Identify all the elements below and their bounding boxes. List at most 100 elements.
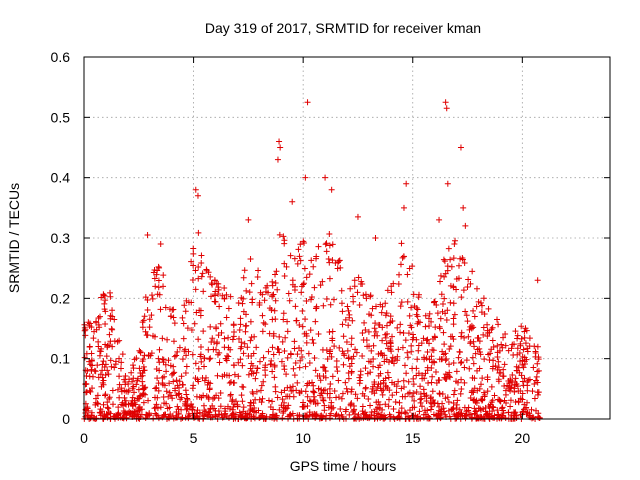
- data-point: [310, 340, 317, 347]
- data-point: [450, 336, 457, 343]
- data-point: [87, 388, 94, 395]
- data-point: [356, 374, 363, 381]
- data-point: [247, 256, 254, 263]
- data-point: [139, 324, 146, 331]
- data-point: [227, 391, 234, 398]
- data-point: [156, 291, 163, 298]
- data-point: [322, 374, 329, 381]
- data-point: [100, 291, 107, 298]
- data-point: [465, 276, 472, 283]
- data-point: [443, 375, 450, 382]
- data-point: [333, 357, 340, 364]
- data-point: [427, 406, 434, 413]
- data-point: [230, 333, 237, 340]
- data-point: [428, 400, 435, 407]
- data-point: [502, 331, 509, 338]
- data-point: [325, 255, 332, 262]
- data-point: [535, 356, 542, 363]
- data-point: [467, 338, 474, 345]
- data-point: [467, 280, 474, 287]
- data-point: [195, 275, 202, 282]
- data-point: [306, 411, 313, 418]
- data-point: [485, 351, 492, 358]
- data-point: [432, 368, 439, 375]
- data-point: [249, 362, 256, 369]
- data-point: [190, 250, 197, 257]
- data-point: [293, 387, 300, 394]
- data-point: [457, 255, 464, 262]
- data-point: [423, 397, 430, 404]
- data-point: [97, 313, 104, 320]
- data-point: [259, 312, 266, 319]
- data-point: [436, 323, 443, 330]
- data-point: [183, 391, 190, 398]
- data-point: [523, 410, 530, 417]
- data-point: [437, 315, 444, 322]
- data-point: [462, 222, 469, 229]
- data-point: [195, 365, 202, 372]
- data-point: [256, 302, 263, 309]
- data-point: [455, 354, 462, 361]
- data-point: [315, 243, 322, 250]
- data-point: [373, 303, 380, 310]
- data-point: [502, 414, 509, 421]
- data-point: [200, 328, 207, 335]
- data-point: [169, 395, 176, 402]
- data-point: [345, 375, 352, 382]
- data-point: [86, 343, 93, 350]
- data-point: [296, 364, 303, 371]
- data-point: [232, 411, 239, 418]
- data-point: [162, 411, 169, 418]
- data-point: [343, 385, 350, 392]
- data-point: [414, 320, 421, 327]
- data-point: [351, 277, 358, 284]
- data-point: [342, 379, 349, 386]
- data-point: [101, 300, 108, 307]
- data-point: [123, 412, 130, 419]
- data-point: [90, 415, 97, 422]
- data-point: [178, 394, 185, 401]
- data-point: [310, 382, 317, 389]
- data-point: [283, 371, 290, 378]
- data-point: [193, 309, 200, 316]
- data-point: [395, 409, 402, 416]
- data-point: [443, 105, 450, 112]
- data-point: [341, 352, 348, 359]
- data-point: [332, 260, 339, 267]
- y-tick-label: 0.6: [51, 49, 71, 65]
- data-point: [417, 399, 424, 406]
- data-point: [95, 315, 102, 322]
- data-point: [239, 398, 246, 405]
- data-point: [126, 408, 133, 415]
- data-point: [532, 377, 539, 384]
- data-point: [360, 337, 367, 344]
- data-point: [208, 280, 215, 287]
- data-point: [100, 401, 107, 408]
- data-point: [329, 328, 336, 335]
- data-point: [376, 362, 383, 369]
- data-point: [207, 273, 214, 280]
- data-point: [343, 339, 350, 346]
- data-point: [334, 368, 341, 375]
- data-point: [157, 241, 164, 248]
- data-point: [184, 395, 191, 402]
- data-point: [304, 380, 311, 387]
- data-point: [201, 355, 208, 362]
- data-point: [234, 401, 241, 408]
- data-point: [409, 336, 416, 343]
- data-point: [395, 346, 402, 353]
- data-point: [340, 361, 347, 368]
- data-point: [152, 385, 159, 392]
- data-point: [436, 390, 443, 397]
- data-point: [237, 321, 244, 328]
- data-point: [477, 415, 484, 422]
- data-point: [146, 324, 153, 331]
- data-point: [500, 334, 507, 341]
- data-point: [466, 365, 473, 372]
- data-point: [198, 259, 205, 266]
- data-point: [303, 339, 310, 346]
- data-point: [524, 387, 531, 394]
- data-point: [395, 280, 402, 287]
- data-point: [198, 394, 205, 401]
- data-point: [378, 309, 385, 316]
